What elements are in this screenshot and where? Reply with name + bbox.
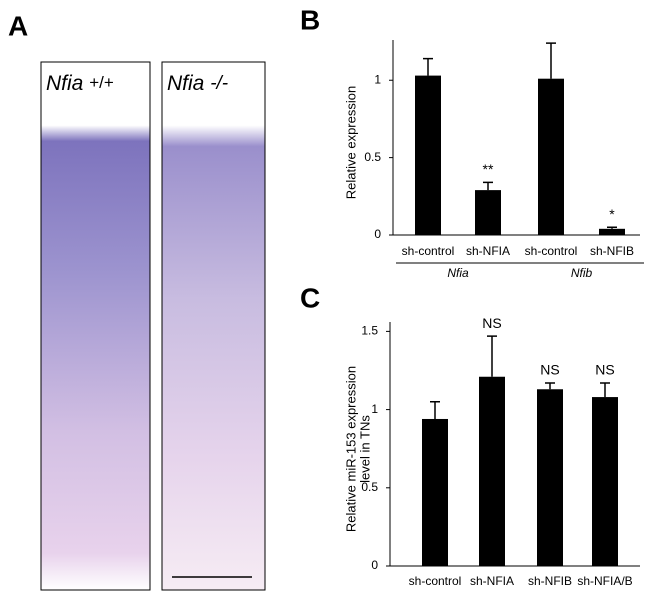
image-label: Nfia -/- — [167, 72, 228, 95]
y-tick-label: 1.5 — [361, 324, 378, 338]
x-tick-label: sh-control — [409, 574, 462, 588]
tissue-image — [161, 61, 266, 591]
gene: Nfia — [167, 72, 204, 95]
panel-label: C — [300, 282, 320, 313]
x-tick-label: sh-NFIA — [466, 244, 510, 258]
bar — [538, 78, 564, 235]
panel-label: B — [300, 4, 320, 35]
significance: NS — [540, 362, 559, 378]
significance: ** — [483, 161, 494, 177]
y-tick-label: 0.5 — [361, 480, 378, 494]
x-tick-label: sh-NFIB — [590, 244, 634, 258]
bar — [475, 190, 501, 235]
x-tick-label: sh-control — [402, 244, 455, 258]
genotype: +/+ — [89, 73, 114, 92]
error-bar — [430, 401, 440, 419]
significance: NS — [595, 362, 614, 378]
error-bar — [600, 382, 610, 398]
x-tick-label: sh-NFIA — [470, 574, 514, 588]
error-bar — [607, 226, 617, 229]
genotype: -/- — [210, 73, 228, 94]
bar — [537, 389, 563, 566]
bar — [592, 397, 618, 566]
tissue-image — [40, 61, 151, 591]
significance: NS — [482, 315, 501, 331]
x-tick-label: sh-NFIB — [528, 574, 572, 588]
error-bar — [487, 335, 497, 377]
error-bar — [483, 181, 493, 191]
image-label: Nfia +/+ — [46, 72, 114, 95]
panel-label: A — [8, 10, 28, 41]
bar — [479, 376, 505, 566]
y-axis-label: level in TNs — [357, 415, 372, 483]
error-bar — [423, 57, 433, 76]
y-tick-label: 1 — [371, 402, 378, 416]
error-bar — [546, 42, 556, 79]
bar — [415, 75, 441, 235]
y-axis-label: Relative miR-153 expression — [343, 366, 358, 532]
significance: * — [609, 206, 615, 222]
x-tick-label: sh-NFIA/B — [577, 574, 632, 588]
y-axis-label: Relative expression — [343, 86, 358, 199]
bar — [422, 418, 448, 566]
y-tick-label: 0 — [374, 227, 381, 241]
y-tick-label: 0.5 — [364, 150, 381, 164]
error-bar — [545, 382, 555, 390]
bar — [599, 228, 625, 235]
group-label: Nfia — [447, 266, 469, 280]
gene: Nfia — [46, 72, 83, 95]
y-tick-label: 1 — [374, 72, 381, 86]
group-label: Nfib — [571, 266, 593, 280]
x-tick-label: sh-control — [525, 244, 578, 258]
y-tick-label: 0 — [371, 558, 378, 572]
